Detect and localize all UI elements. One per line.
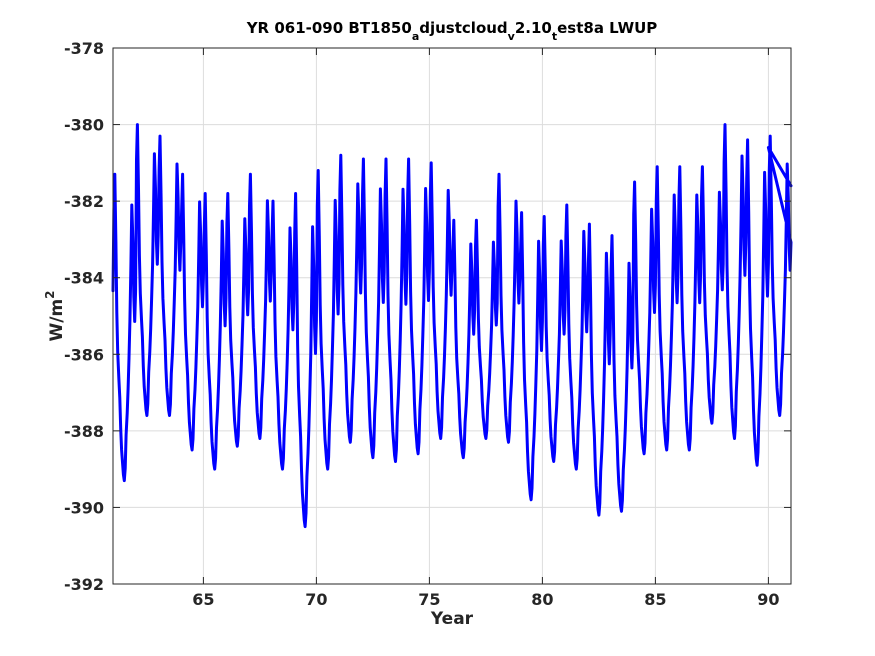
y-tick-label: -380 (64, 116, 104, 135)
y-tick-labels: -378 -380 -382 -384 -386 -388 -390 -392 (64, 39, 104, 594)
y-tick-label: -392 (64, 575, 104, 594)
chart-title-part: v (508, 30, 516, 43)
y-axis-label-superscript: 2 (43, 290, 57, 298)
x-tick-label: 75 (418, 590, 440, 609)
x-tick-labels: 65 70 75 80 85 90 (192, 590, 779, 609)
y-tick-label: -386 (64, 345, 104, 364)
x-axis-label: Year (430, 609, 474, 629)
y-axis-label: W/m2 (43, 290, 67, 341)
x-tick-label: 65 (192, 590, 214, 609)
x-tick-label: 80 (531, 590, 553, 609)
y-tick-label: -390 (64, 498, 104, 517)
plot-frame (112, 47, 792, 585)
y-tick-label: -382 (64, 192, 104, 211)
chart-title-part: djustcloud (419, 19, 507, 37)
x-tick-label: 85 (644, 590, 666, 609)
series-line-0 (111, 123, 793, 529)
x-tick-label: 70 (305, 590, 327, 609)
chart-title-part: t (552, 30, 557, 43)
x-tick-label: 90 (757, 590, 779, 609)
y-tick-label: -388 (64, 422, 104, 441)
chart-title: YR 061-090 BT1850adjustcloudv2.10test8a … (246, 19, 658, 43)
chart-title-part: 2.10 (515, 19, 552, 37)
plot-area-background (113, 48, 791, 584)
tick-marks (113, 47, 791, 585)
y-tick-label: -384 (64, 269, 104, 288)
y-axis-label-base: W/m (47, 299, 67, 342)
chart-title-part: a (412, 30, 419, 43)
chart-title-part: est8a LWUP (557, 19, 657, 37)
series-layer (111, 123, 793, 529)
chart-title-part: YR 061-090 BT1850 (246, 19, 412, 37)
y-tick-label: -378 (64, 39, 104, 58)
